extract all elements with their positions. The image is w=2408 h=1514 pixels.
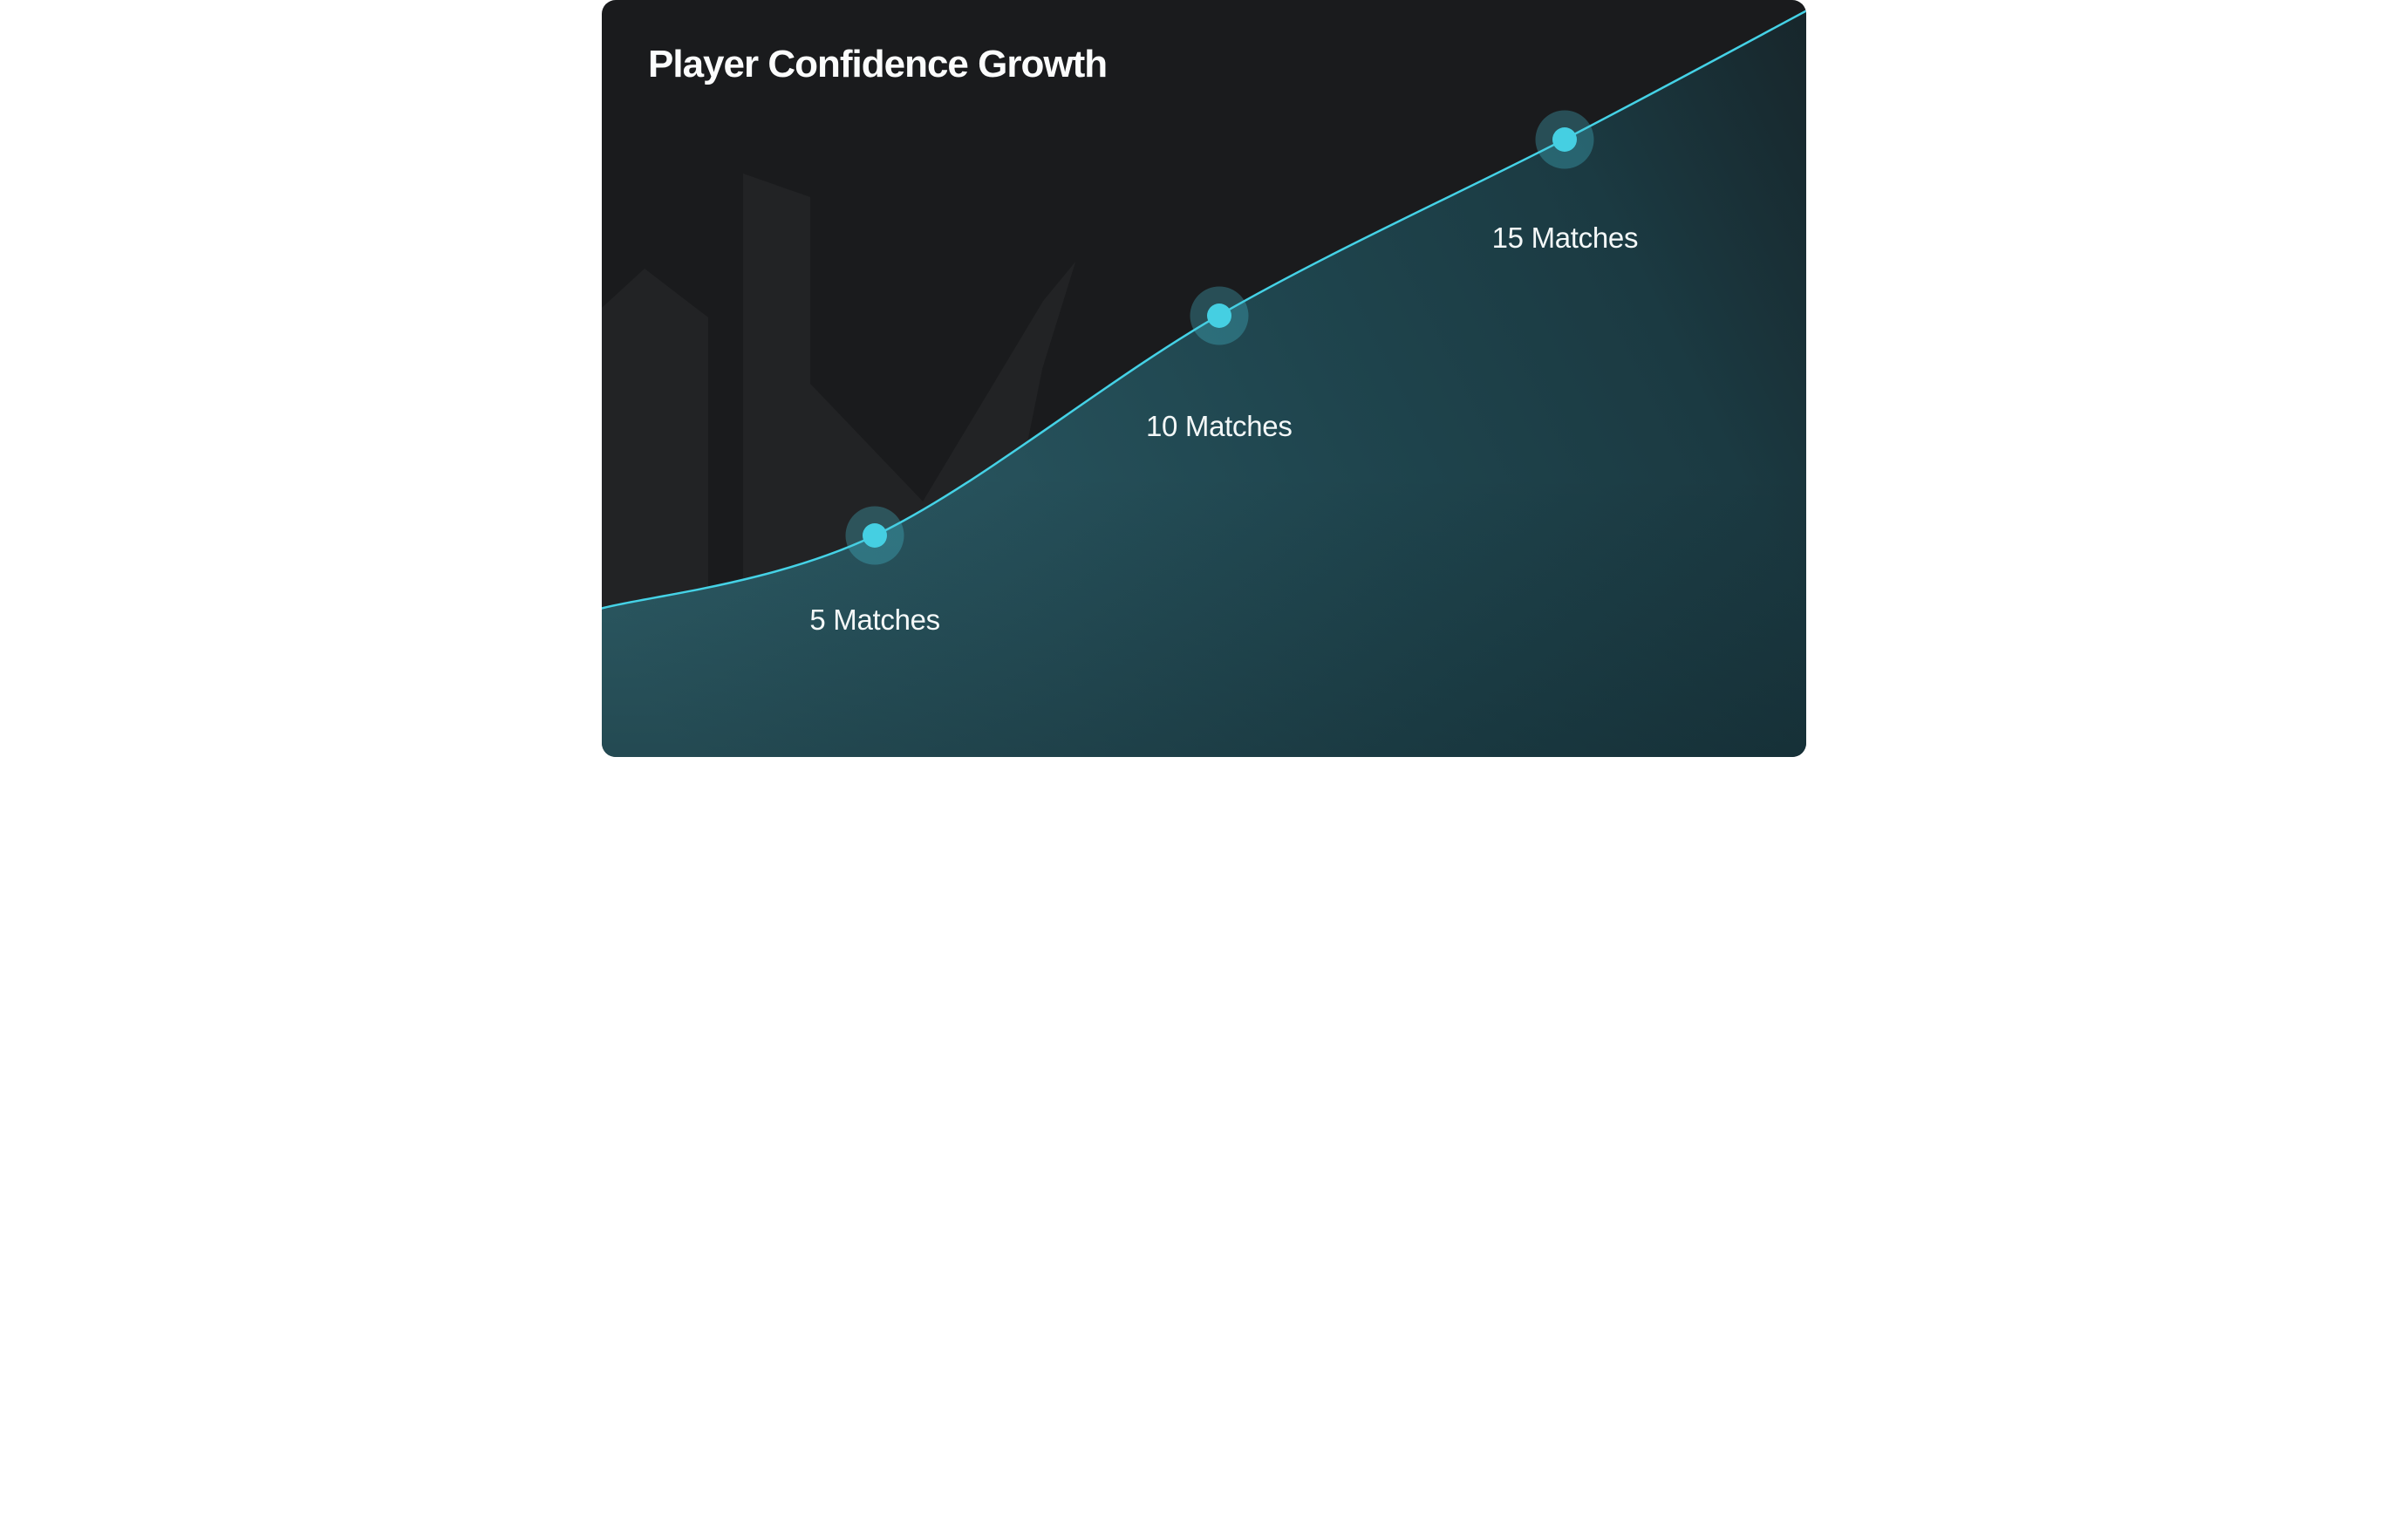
data-point-dot: [1206, 303, 1231, 328]
page-title: Player Confidence Growth: [648, 43, 1108, 85]
data-point-dot: [863, 523, 888, 548]
data-points-layer: 5 Matches 10 Matches 15 Matches: [602, 0, 1806, 757]
data-point-label: 15 Matches: [1491, 221, 1639, 254]
confidence-area-shade: [602, 10, 1806, 757]
confidence-growth-card: Player Confidence Growth 5 Matches 10 Mat…: [602, 0, 1806, 757]
data-point-label: 10 Matches: [1145, 410, 1293, 443]
data-point-label: 5 Matches: [809, 604, 940, 637]
data-point-dot: [1552, 126, 1578, 152]
confidence-growth-chart: [602, 10, 1806, 757]
